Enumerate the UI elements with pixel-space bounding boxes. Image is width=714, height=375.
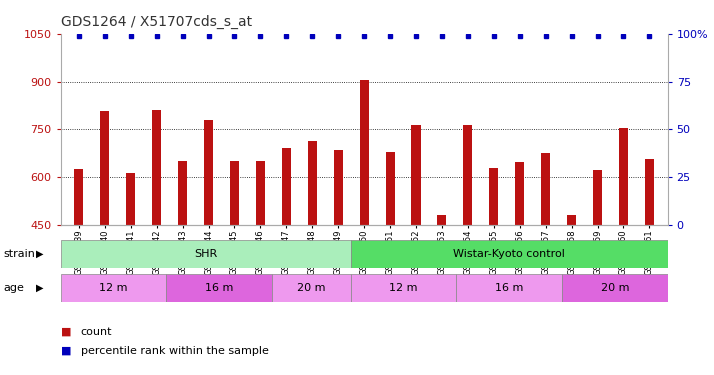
- Bar: [100, 111, 109, 225]
- Bar: [456, 274, 562, 302]
- Text: SHR: SHR: [194, 249, 218, 259]
- Text: 20 m: 20 m: [297, 283, 326, 293]
- Bar: [333, 150, 343, 225]
- Bar: [463, 124, 473, 225]
- Text: 12 m: 12 m: [99, 283, 128, 293]
- Text: ■: ■: [61, 327, 71, 337]
- Bar: [645, 159, 654, 225]
- Bar: [562, 274, 668, 302]
- Bar: [541, 153, 550, 225]
- Bar: [256, 161, 265, 225]
- Bar: [230, 161, 239, 225]
- Bar: [386, 152, 395, 225]
- Text: strain: strain: [4, 249, 36, 259]
- Text: count: count: [81, 327, 112, 337]
- Bar: [360, 80, 368, 225]
- Bar: [282, 148, 291, 225]
- Bar: [272, 274, 351, 302]
- Bar: [308, 141, 317, 225]
- Bar: [152, 110, 161, 225]
- Bar: [489, 168, 498, 225]
- Text: 16 m: 16 m: [495, 283, 523, 293]
- Bar: [74, 169, 84, 225]
- Text: ■: ■: [61, 346, 71, 355]
- Bar: [411, 125, 421, 225]
- Bar: [516, 162, 524, 225]
- Bar: [166, 274, 272, 302]
- Text: ▶: ▶: [36, 283, 44, 293]
- Bar: [61, 240, 351, 268]
- Text: ▶: ▶: [36, 249, 44, 259]
- Bar: [204, 120, 213, 225]
- Bar: [619, 128, 628, 225]
- Text: 20 m: 20 m: [600, 283, 629, 293]
- Bar: [351, 240, 668, 268]
- Bar: [178, 160, 187, 225]
- Text: 12 m: 12 m: [389, 283, 418, 293]
- Text: percentile rank within the sample: percentile rank within the sample: [81, 346, 268, 355]
- Bar: [593, 170, 602, 225]
- Bar: [126, 173, 135, 225]
- Bar: [567, 215, 576, 225]
- Text: age: age: [4, 283, 24, 293]
- Bar: [351, 274, 456, 302]
- Bar: [61, 274, 166, 302]
- Text: GDS1264 / X51707cds_s_at: GDS1264 / X51707cds_s_at: [61, 15, 252, 29]
- Bar: [438, 215, 446, 225]
- Text: Wistar-Kyoto control: Wistar-Kyoto control: [453, 249, 565, 259]
- Text: 16 m: 16 m: [205, 283, 233, 293]
